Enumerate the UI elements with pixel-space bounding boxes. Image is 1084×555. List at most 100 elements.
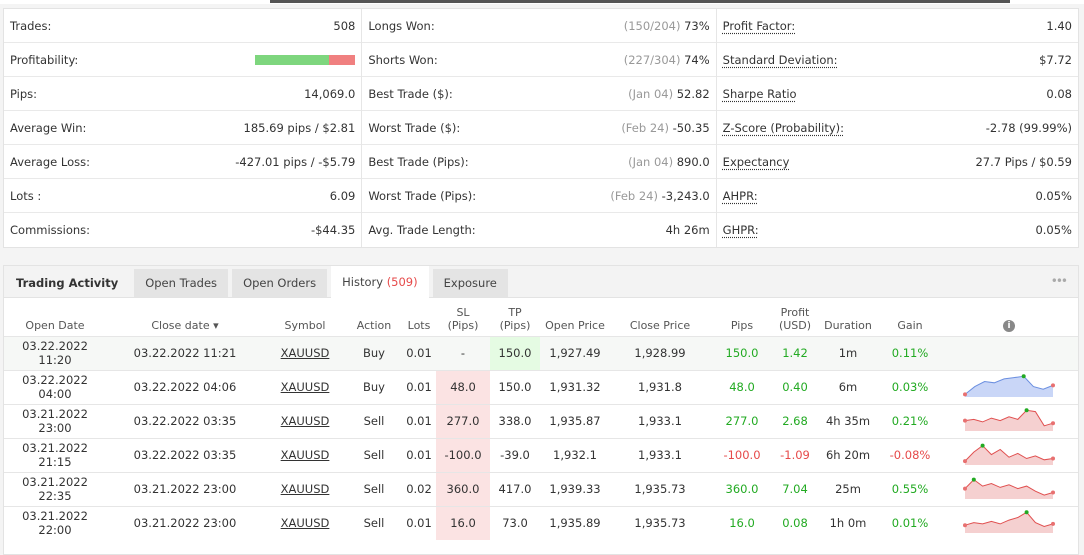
- sparkline-end-point: [1051, 382, 1055, 387]
- stat-value: 27.7 Pips / $0.59: [975, 155, 1072, 169]
- action: Buy: [346, 335, 402, 370]
- duration: 1m: [816, 335, 880, 370]
- stat-label[interactable]: Profit Factor:: [722, 18, 796, 33]
- open-date: 03.21.2022 22:00: [4, 505, 106, 540]
- profit: 1.42: [774, 335, 816, 370]
- sl-label: SL: [456, 305, 470, 319]
- tab-exposure[interactable]: Exposure: [432, 269, 508, 297]
- stat-value: 0.05%: [1035, 189, 1072, 203]
- table-row[interactable]: 03.21.2022 21:15 03.22.2022 03:35 XAUUSD…: [4, 437, 1078, 472]
- stat-value: 0.05%: [1035, 223, 1072, 237]
- stat-number: -427.01 pips / -$5.79: [235, 154, 356, 169]
- more-options-icon[interactable]: •••: [1050, 274, 1068, 288]
- panel-title: Trading Activity: [16, 276, 119, 290]
- sparkline-end-point: [1051, 490, 1055, 494]
- profitability-won: [255, 54, 330, 65]
- tab-open-trades[interactable]: Open Trades: [134, 269, 229, 297]
- col-close-price[interactable]: Close Price: [629, 318, 691, 332]
- symbol-link[interactable]: XAUUSD: [280, 516, 330, 531]
- table-row[interactable]: 03.21.2022 22:35 03.21.2022 23:00 XAUUSD…: [4, 471, 1078, 506]
- table-row[interactable]: 03.22.2022 04:00 03.22.2022 04:06 XAUUSD…: [4, 369, 1078, 404]
- stat-number: 14,069.0: [304, 86, 356, 101]
- stat-label: Worst Trade ($):: [368, 120, 461, 135]
- stat-label[interactable]: Standard Deviation:: [722, 52, 838, 67]
- tab-history[interactable]: History (509): [331, 266, 429, 298]
- gain: 0.21%: [880, 403, 940, 438]
- info-icon[interactable]: i: [1003, 319, 1015, 332]
- stat-value: (227/304) 74%: [624, 53, 710, 67]
- stat-value: 185.69 pips / $2.81: [244, 121, 356, 135]
- col-open-date[interactable]: Open Date: [25, 318, 85, 332]
- stat-row: Trades: 508: [4, 9, 362, 43]
- stat-row: Standard Deviation: $7.72: [716, 43, 1078, 77]
- duration: 4h 35m: [816, 403, 880, 438]
- stat-value: 4h 26m: [666, 223, 710, 237]
- col-pips[interactable]: Pips: [730, 318, 754, 332]
- table-header: Open Date Close date ▾ Symbol Action Lot…: [4, 298, 1078, 336]
- profitability-bar: [255, 54, 356, 65]
- sparkline-line: [964, 375, 1054, 395]
- close-date: 03.22.2022 04:06: [106, 369, 264, 404]
- open-date: 03.21.2022 21:15: [4, 437, 106, 472]
- col-close-date[interactable]: Close date ▾: [151, 318, 219, 332]
- tab-open-orders[interactable]: Open Orders: [232, 269, 328, 297]
- symbol-link[interactable]: XAUUSD: [280, 346, 330, 360]
- stat-detail: (150/204): [623, 18, 681, 33]
- col-sl[interactable]: SL (Pips): [436, 298, 490, 336]
- table-row[interactable]: 03.21.2022 23:00 03.22.2022 03:35 XAUUSD…: [4, 403, 1078, 438]
- close-price: 1,935.73: [610, 505, 710, 540]
- stat-label: Profitability:: [10, 52, 79, 67]
- stat-label: Worst Trade (Pips):: [368, 188, 477, 203]
- lots: 0.02: [402, 471, 436, 506]
- col-symbol[interactable]: Symbol: [284, 318, 326, 332]
- sl-pips: 360.0: [436, 471, 490, 506]
- stat-label[interactable]: Sharpe Ratio: [722, 86, 797, 101]
- lots: 0.01: [402, 437, 436, 472]
- open-price: 1,927.49: [540, 335, 610, 370]
- col-action[interactable]: Action: [356, 318, 392, 332]
- profit-label: Profit: [780, 305, 810, 319]
- stat-row: Pips: 14,069.0: [4, 77, 362, 111]
- stat-label[interactable]: GHPR:: [722, 223, 759, 237]
- symbol-link[interactable]: XAUUSD: [280, 380, 330, 394]
- tp-pips: 417.0: [490, 471, 540, 506]
- open-date: 03.22.2022 11:20: [4, 335, 106, 370]
- tp-pips: -39.0: [490, 437, 540, 472]
- close-price: 1,933.1: [610, 403, 710, 438]
- sparkline-area: [965, 479, 1053, 499]
- stat-number: 185.69 pips / $2.81: [243, 120, 356, 135]
- sparkline-chart: [963, 407, 1055, 431]
- tp-pips: 150.0: [490, 335, 540, 370]
- stat-row: Sharpe Ratio 0.08: [716, 77, 1078, 111]
- stat-label: Trades:: [10, 18, 52, 33]
- stat-label: Longs Won:: [368, 18, 435, 33]
- stat-label: Average Win:: [10, 120, 87, 135]
- stat-label[interactable]: Z-Score (Probability):: [722, 120, 845, 135]
- col-profit[interactable]: Profit (USD): [774, 298, 816, 336]
- symbol-link[interactable]: XAUUSD: [280, 482, 330, 496]
- col-lots[interactable]: Lots: [407, 318, 431, 332]
- table-row[interactable]: 03.21.2022 22:00 03.21.2022 23:00 XAUUSD…: [4, 505, 1078, 540]
- close-price: 1,935.73: [610, 471, 710, 506]
- profit: -1.09: [774, 437, 816, 472]
- stat-number: 52.82: [676, 86, 710, 101]
- symbol-link[interactable]: XAUUSD: [280, 414, 330, 428]
- gain: -0.08%: [880, 437, 940, 472]
- stat-label: Avg. Trade Length:: [368, 223, 476, 237]
- sparkline-area: [965, 375, 1053, 397]
- stat-label[interactable]: AHPR:: [722, 188, 758, 203]
- symbol-link[interactable]: XAUUSD: [280, 448, 330, 462]
- stat-label[interactable]: Expectancy: [722, 154, 790, 169]
- stat-value: 0.08: [1046, 87, 1072, 101]
- pips: 150.0: [710, 335, 774, 370]
- col-duration[interactable]: Duration: [824, 318, 872, 332]
- sparkline-cell: [940, 335, 1078, 370]
- stat-number: $7.72: [1039, 52, 1072, 67]
- col-open-price[interactable]: Open Price: [545, 318, 605, 332]
- action: Buy: [346, 369, 402, 404]
- col-gain[interactable]: Gain: [897, 318, 923, 332]
- stat-row: GHPR: 0.05%: [717, 213, 1078, 247]
- col-tp[interactable]: TP (Pips): [490, 298, 540, 336]
- gain: 0.01%: [880, 505, 940, 540]
- table-row[interactable]: 03.22.2022 11:20 03.22.2022 11:21 XAUUSD…: [4, 335, 1078, 370]
